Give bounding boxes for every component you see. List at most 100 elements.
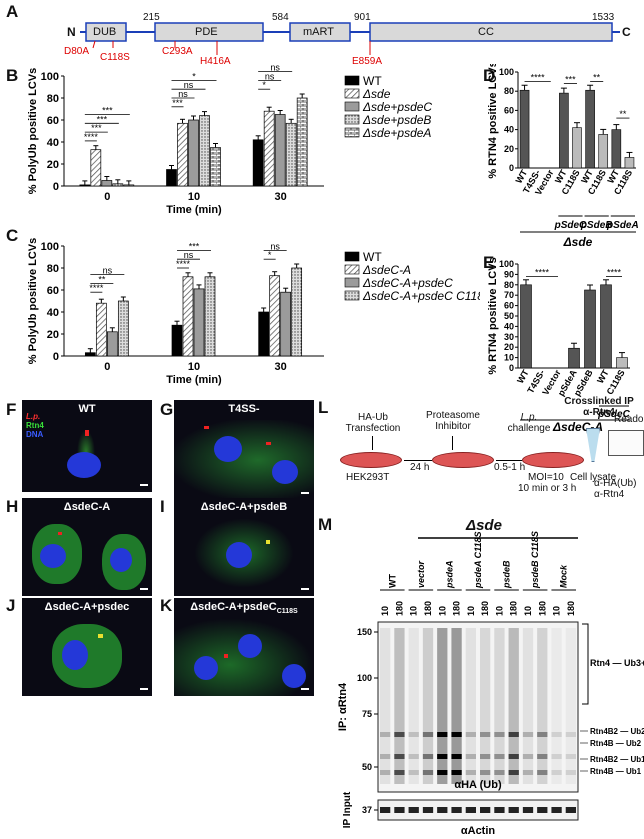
- bar: [600, 284, 612, 369]
- domain-dub-label: DUB: [93, 26, 117, 38]
- micrograph-f-title: WT: [78, 403, 96, 415]
- band: [565, 754, 576, 759]
- lane-group-label: WT: [387, 574, 397, 588]
- y-tick-label: 30: [504, 332, 514, 342]
- bar: [263, 110, 275, 187]
- x-axis-label: Time (min): [166, 374, 222, 386]
- moi-label: MOI=10: [528, 472, 564, 483]
- bar: [188, 119, 199, 187]
- sig-label: **: [593, 73, 601, 83]
- band: [551, 770, 562, 775]
- band: [480, 770, 491, 775]
- y-tick-label: 40: [504, 125, 514, 135]
- legend-label: Δsde+psdeA: [362, 126, 431, 140]
- position-1533: 1533: [592, 12, 615, 23]
- readout-antibodies: α-HA(Ub) α-Rtn4: [594, 478, 636, 500]
- western-blot: WT 10 180 vector 10 180 psdeA 10 180 psdeA C118S 1…: [337, 531, 644, 837]
- bar: [199, 115, 210, 187]
- y-tick-label: 80: [47, 263, 59, 275]
- y-axis-label: % RTN4 positive LCVs: [487, 257, 499, 374]
- y-tick-label: 20: [47, 329, 59, 341]
- band: [408, 754, 419, 759]
- legend-swatch: [344, 114, 360, 125]
- chart-d-rtn4-sde: 020406080100WTT4SS-VectorWTC118SWTC118SW…: [487, 64, 639, 249]
- blot-icon: [608, 430, 644, 456]
- actin-band: [494, 807, 505, 813]
- actin-label: αActin: [461, 825, 496, 837]
- timepoint-label: 10: [523, 606, 533, 616]
- sig-label: ***: [102, 106, 113, 116]
- legend-swatch: [344, 88, 360, 99]
- step-transfection: HA-Ub Transfection: [338, 412, 408, 434]
- y-tick-label: 100: [499, 67, 514, 77]
- bar: [616, 357, 628, 369]
- legend-swatch: [344, 101, 360, 112]
- band: [422, 754, 434, 759]
- y-tick-label: 0: [509, 363, 514, 373]
- panel-f-letter: F: [6, 400, 17, 419]
- sig-label: ****: [607, 267, 622, 277]
- step-challenge: L.p. challenge: [504, 412, 554, 434]
- y-tick-label: 50: [504, 311, 514, 321]
- y-tick-label: 80: [47, 93, 59, 105]
- band: [565, 732, 576, 737]
- channel-legend: L.p. Rtn4 DNA: [26, 412, 44, 439]
- marker-label: 75: [362, 709, 372, 719]
- domain-mart-label: mART: [303, 26, 334, 38]
- bar: [79, 184, 91, 187]
- timepoint-label: 10: [380, 606, 390, 616]
- band-label: Rtn4 — Ub3+: [590, 658, 644, 668]
- position-215: 215: [143, 12, 160, 23]
- band: [508, 732, 519, 737]
- band: [422, 770, 434, 775]
- band: [394, 770, 405, 775]
- band: [551, 732, 562, 737]
- y-tick-label: 80: [504, 86, 514, 96]
- lane-smear: [394, 628, 405, 784]
- group-label: pSdeC: [597, 409, 630, 420]
- band: [408, 770, 419, 775]
- y-tick-label: 20: [47, 159, 59, 171]
- bar: [611, 129, 622, 169]
- blot-membrane: [377, 621, 579, 793]
- sig-label: ns: [184, 80, 194, 90]
- sig-label: ****: [84, 132, 99, 142]
- cell-line-label: HEK293T: [346, 472, 390, 483]
- timepoint-label: 180: [423, 601, 433, 616]
- bar: [269, 275, 281, 357]
- band: [437, 754, 448, 759]
- band: [437, 732, 448, 737]
- band: [465, 770, 476, 775]
- micrograph-f: WT L.p. Rtn4 DNA: [22, 400, 152, 492]
- group-label: pSdeC: [554, 220, 587, 231]
- panel-d-letter: D: [483, 66, 496, 85]
- lane-smear: [422, 628, 434, 784]
- lane-smear: [494, 628, 505, 784]
- timepoint-label: 10: [409, 606, 419, 616]
- y-tick-label: 60: [504, 301, 514, 311]
- timepoint-label: 10: [437, 606, 447, 616]
- readout-antibody-ha: α-HA(Ub): [594, 478, 637, 489]
- bar: [296, 97, 308, 187]
- legend-swatch: [344, 290, 360, 301]
- sig-label: ***: [189, 241, 200, 251]
- band-bracket: [582, 623, 589, 705]
- mutation-c118s: C118S: [100, 52, 130, 63]
- band-label: Rtn4B — Ub2: [590, 739, 642, 748]
- x-tick-label: 0: [104, 191, 110, 203]
- band: [551, 754, 562, 759]
- sig-label: ***: [172, 98, 183, 108]
- y-tick-label: 60: [47, 285, 59, 297]
- band: [508, 754, 519, 759]
- y-axis-label: % PolyUb positive LCVs: [27, 68, 39, 195]
- time-0-5h: 0.5-1 h: [494, 462, 526, 473]
- sig-label: *: [268, 250, 272, 260]
- bar: [258, 311, 270, 357]
- band: [537, 754, 548, 759]
- bar: [204, 276, 216, 357]
- y-tick-label: 40: [47, 307, 59, 319]
- panel-e-letter: E: [483, 253, 495, 272]
- bar: [568, 347, 580, 369]
- step-proteasome: Proteasome Inhibitor: [418, 410, 488, 432]
